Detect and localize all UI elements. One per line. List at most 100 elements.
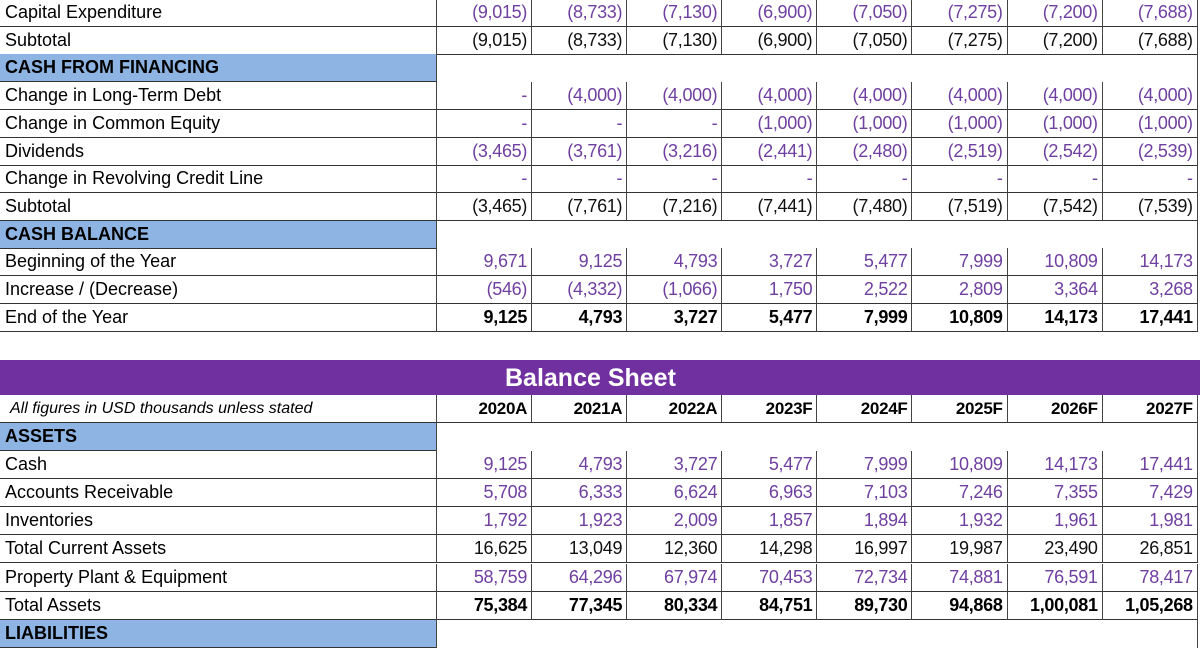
cell-value[interactable]: 1,923 bbox=[532, 507, 628, 535]
cell-value[interactable]: 1,792 bbox=[437, 507, 533, 535]
cell-value[interactable]: - bbox=[437, 110, 533, 138]
cell-value[interactable]: (7,761) bbox=[532, 193, 628, 221]
cell-value[interactable]: 17,441 bbox=[1102, 451, 1198, 479]
row-label[interactable]: Inventories bbox=[0, 507, 437, 535]
row-label[interactable]: Subtotal bbox=[0, 27, 437, 55]
cell-value[interactable]: 6,624 bbox=[627, 479, 723, 507]
cell-value[interactable]: 77,345 bbox=[532, 592, 628, 620]
cell-value[interactable]: (4,000) bbox=[817, 82, 913, 110]
cell-value[interactable]: 4,793 bbox=[532, 304, 628, 332]
cell-value[interactable]: 3,268 bbox=[1102, 276, 1198, 304]
cell-value[interactable]: (3,216) bbox=[627, 138, 723, 166]
cell-value[interactable]: 3,727 bbox=[627, 451, 723, 479]
cell-value[interactable]: (4,000) bbox=[532, 82, 628, 110]
cell-value[interactable]: (7,216) bbox=[627, 193, 723, 221]
cell-value[interactable]: 3,364 bbox=[1007, 276, 1103, 304]
cell-value[interactable]: 23,490 bbox=[1007, 535, 1103, 563]
cell-value[interactable]: 1,857 bbox=[722, 507, 818, 535]
cell-value[interactable]: 14,173 bbox=[1007, 304, 1103, 332]
cell-value[interactable]: 5,477 bbox=[722, 451, 818, 479]
cell-value[interactable]: (7,519) bbox=[912, 193, 1008, 221]
cell-value[interactable]: - bbox=[627, 165, 723, 193]
cell-value[interactable]: 84,751 bbox=[722, 592, 818, 620]
cell-value[interactable]: 7,999 bbox=[817, 304, 913, 332]
cell-value[interactable]: (546) bbox=[437, 276, 533, 304]
cell-value[interactable]: (6,900) bbox=[722, 0, 818, 27]
cell-value[interactable]: (1,000) bbox=[1007, 110, 1103, 138]
cell-value[interactable]: 78,417 bbox=[1102, 564, 1198, 592]
cell-value[interactable]: 1,932 bbox=[912, 507, 1008, 535]
cell-value[interactable]: 4,793 bbox=[627, 248, 723, 276]
cell-value[interactable] bbox=[532, 54, 627, 82]
cell-value[interactable] bbox=[532, 423, 627, 451]
cell-value[interactable]: - bbox=[1102, 165, 1198, 193]
row-label[interactable]: ASSETS bbox=[0, 423, 437, 451]
cell-value[interactable]: 10,809 bbox=[912, 304, 1008, 332]
cell-value[interactable]: (4,332) bbox=[532, 276, 628, 304]
cell-value[interactable]: (1,000) bbox=[1102, 110, 1198, 138]
cell-value[interactable]: - bbox=[437, 82, 533, 110]
row-label[interactable]: CASH FROM FINANCING bbox=[0, 54, 437, 82]
row-label[interactable]: All figures in USD thousands unless stat… bbox=[0, 395, 437, 423]
cell-value[interactable] bbox=[1103, 620, 1198, 648]
cell-value[interactable]: 14,173 bbox=[1102, 248, 1198, 276]
cell-value[interactable] bbox=[722, 620, 817, 648]
cell-value[interactable]: - bbox=[627, 110, 723, 138]
cell-value[interactable]: (7,050) bbox=[817, 27, 913, 55]
cell-value[interactable]: 94,868 bbox=[912, 592, 1008, 620]
cell-value[interactable]: (7,539) bbox=[1102, 193, 1198, 221]
cell-value[interactable]: 7,999 bbox=[912, 248, 1008, 276]
cell-value[interactable]: (7,050) bbox=[817, 0, 913, 27]
cell-value[interactable]: (7,200) bbox=[1007, 27, 1103, 55]
cell-value[interactable]: 7,103 bbox=[817, 479, 913, 507]
cell-value[interactable] bbox=[912, 620, 1007, 648]
cell-value[interactable]: - bbox=[437, 165, 533, 193]
cell-value[interactable]: 12,360 bbox=[627, 535, 723, 563]
row-label[interactable]: Cash bbox=[0, 451, 437, 479]
cell-value[interactable]: - bbox=[532, 110, 628, 138]
cell-value[interactable] bbox=[1103, 54, 1198, 82]
cell-value[interactable] bbox=[437, 620, 532, 648]
cell-value[interactable]: (4,000) bbox=[627, 82, 723, 110]
cell-value[interactable]: 80,334 bbox=[627, 592, 723, 620]
cell-value[interactable]: 6,333 bbox=[532, 479, 628, 507]
cell-value[interactable]: (4,000) bbox=[912, 82, 1008, 110]
cell-value[interactable]: (7,688) bbox=[1102, 0, 1198, 27]
cell-value[interactable] bbox=[817, 54, 912, 82]
cell-value[interactable] bbox=[627, 423, 722, 451]
cell-value[interactable] bbox=[912, 54, 1007, 82]
cell-value[interactable]: 19,987 bbox=[912, 535, 1008, 563]
cell-value[interactable]: (3,761) bbox=[532, 138, 628, 166]
cell-value[interactable]: (7,688) bbox=[1102, 27, 1198, 55]
cell-value[interactable]: (3,465) bbox=[437, 138, 533, 166]
cell-value[interactable]: 1,00,081 bbox=[1007, 592, 1103, 620]
row-label[interactable]: Total Assets bbox=[0, 592, 437, 620]
cell-value[interactable]: 64,296 bbox=[532, 564, 628, 592]
cell-value[interactable]: 5,708 bbox=[437, 479, 533, 507]
cell-value[interactable] bbox=[722, 221, 817, 249]
cell-value[interactable]: 2,522 bbox=[817, 276, 913, 304]
cell-value[interactable]: 70,453 bbox=[722, 564, 818, 592]
cell-value[interactable]: 2,009 bbox=[627, 507, 723, 535]
cell-value[interactable]: (2,480) bbox=[817, 138, 913, 166]
row-label[interactable]: End of the Year bbox=[0, 304, 437, 332]
cell-value[interactable]: (7,480) bbox=[817, 193, 913, 221]
row-label[interactable]: Beginning of the Year bbox=[0, 248, 437, 276]
cell-value[interactable]: 2022A bbox=[627, 395, 723, 423]
cell-value[interactable]: (1,066) bbox=[627, 276, 723, 304]
cell-value[interactable] bbox=[627, 54, 722, 82]
cell-value[interactable]: 9,125 bbox=[532, 248, 628, 276]
row-label[interactable]: Total Current Assets bbox=[0, 535, 437, 563]
cell-value[interactable]: (7,130) bbox=[627, 27, 723, 55]
cell-value[interactable]: 14,173 bbox=[1007, 451, 1103, 479]
row-label[interactable]: Subtotal bbox=[0, 193, 437, 221]
cell-value[interactable]: - bbox=[817, 165, 913, 193]
row-label[interactable]: Increase / (Decrease) bbox=[0, 276, 437, 304]
row-label[interactable]: Change in Revolving Credit Line bbox=[0, 165, 437, 193]
cell-value[interactable]: 58,759 bbox=[437, 564, 533, 592]
cell-value[interactable] bbox=[1103, 221, 1198, 249]
cell-value[interactable]: 4,793 bbox=[532, 451, 628, 479]
cell-value[interactable]: 9,125 bbox=[437, 451, 533, 479]
cell-value[interactable]: - bbox=[912, 165, 1008, 193]
cell-value[interactable] bbox=[1008, 620, 1103, 648]
